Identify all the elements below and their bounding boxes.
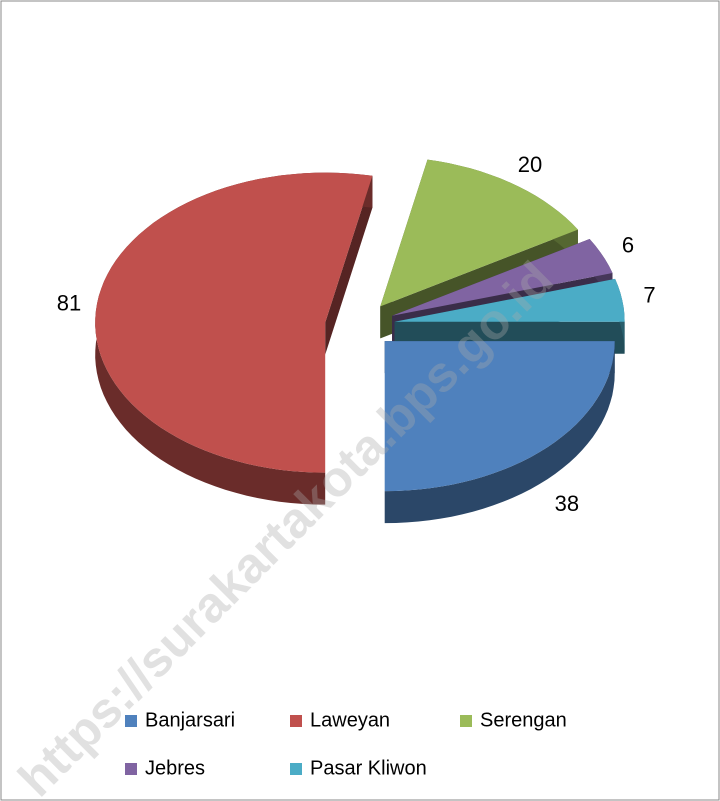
data-label: 7 [643, 283, 655, 308]
legend-swatch [460, 715, 472, 727]
legend-swatch [125, 763, 137, 775]
slice-top [380, 159, 578, 307]
slice-wall [325, 175, 373, 355]
slice-side [384, 341, 615, 524]
legend-swatch [290, 715, 302, 727]
data-label: 6 [622, 232, 634, 257]
pie: 38 81 20 6 7 [57, 152, 656, 524]
slice [384, 341, 615, 524]
legend-swatch [125, 715, 137, 727]
legend-label: Banjarsari [145, 709, 235, 731]
legend: Banjarsari Laweyan Serengan Jebres Pasar Kli… [125, 709, 567, 779]
legend-swatch [290, 763, 302, 775]
legend-label: Serengan [480, 709, 567, 731]
legend-label: Laweyan [310, 709, 390, 731]
slice-top [392, 239, 613, 316]
slice-top [394, 278, 625, 322]
legend-label: Pasar Kliwon [310, 757, 427, 779]
slice [95, 172, 373, 505]
data-label: 20 [518, 152, 542, 177]
data-label: 38 [555, 491, 579, 516]
slice-top [384, 341, 615, 492]
slice-top [95, 172, 373, 473]
data-label: 81 [57, 291, 81, 316]
legend-label: Jebres [145, 757, 205, 779]
